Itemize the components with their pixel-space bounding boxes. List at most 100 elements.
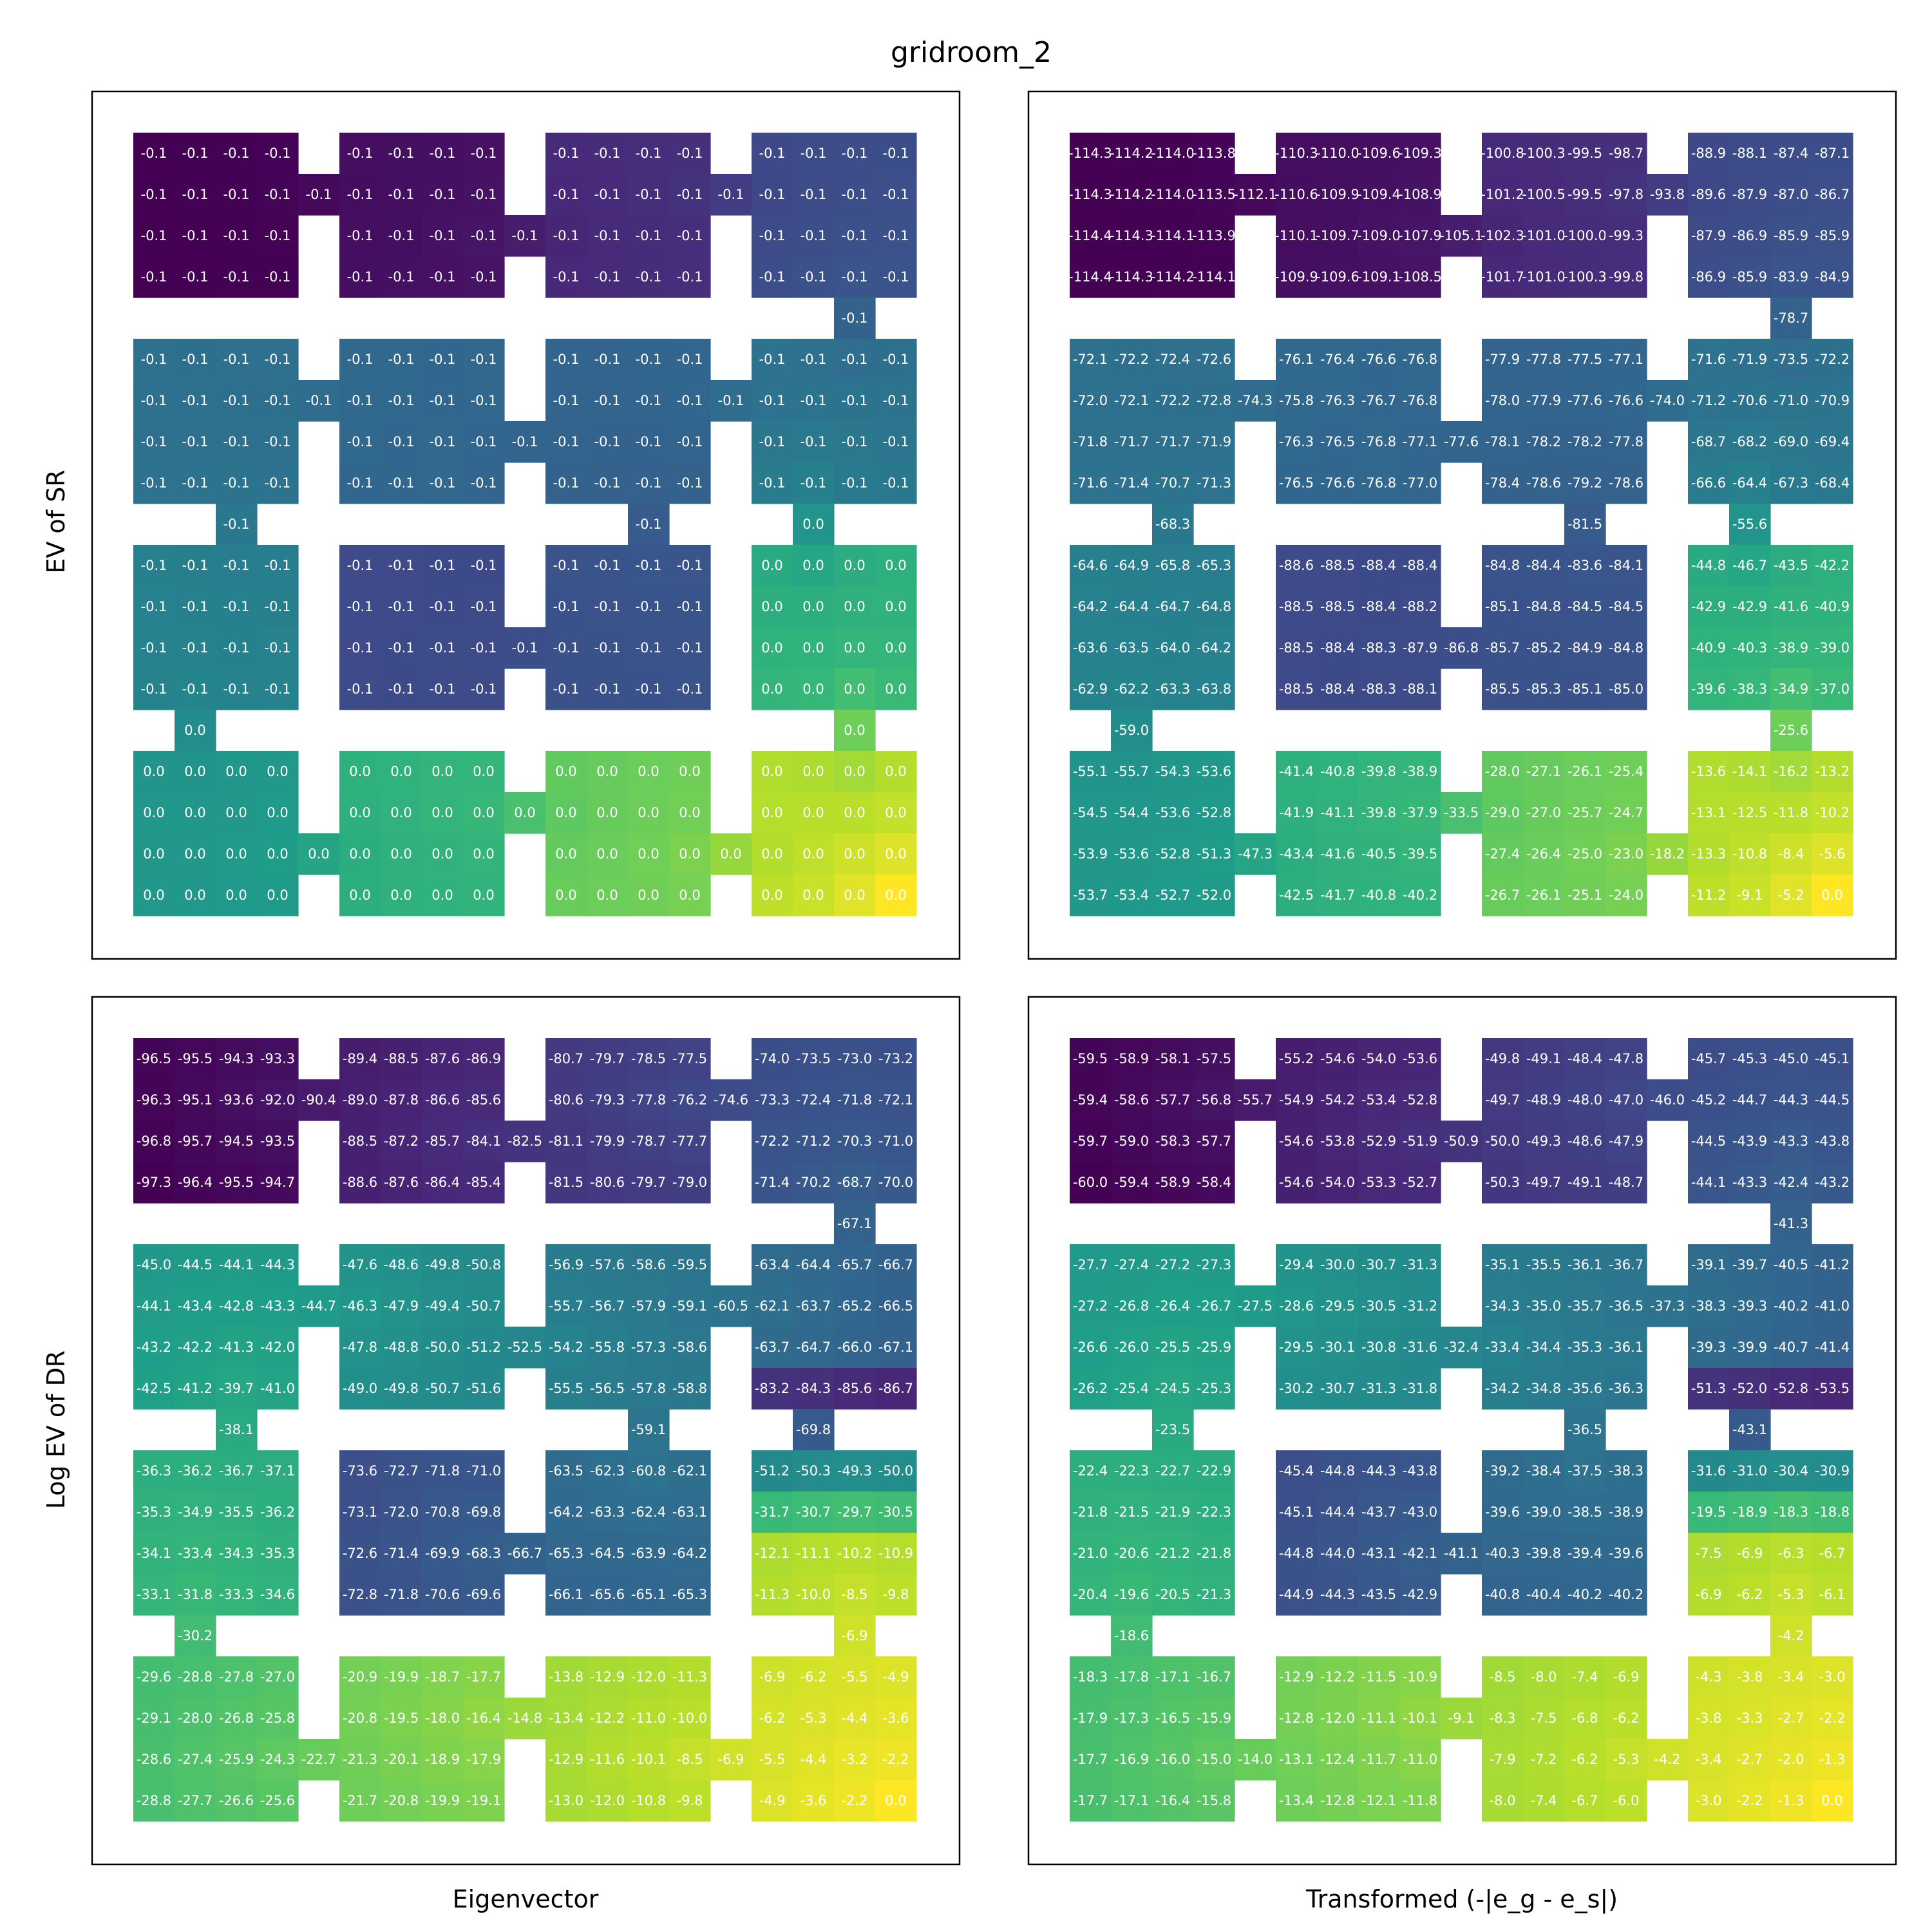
cell-value-label: -15.9	[1197, 1710, 1231, 1726]
heatmap-cell	[669, 1121, 711, 1162]
heatmap-cell	[175, 627, 216, 669]
cell-value-label: -0.1	[594, 393, 621, 408]
cell-value-label: -16.4	[466, 1710, 501, 1726]
heatmap-cell	[1152, 174, 1194, 216]
cell-value-label: 0.0	[761, 887, 782, 903]
cell-value-label: -100.3	[1563, 269, 1607, 285]
cell-value-label: -40.8	[1320, 764, 1355, 779]
heatmap-cell	[1770, 1656, 1812, 1698]
cell-value-label: -17.9	[1073, 1710, 1108, 1726]
heatmap-cell	[1111, 792, 1153, 834]
cell-value-label: -55.1	[1073, 764, 1108, 779]
heatmap-cell	[1688, 1079, 1730, 1121]
heatmap-cell	[1399, 1368, 1441, 1410]
cell-value-label: -37.3	[1650, 1298, 1685, 1314]
cell-value-label: 0.0	[431, 805, 453, 820]
cell-value-label: -114.3	[1068, 146, 1112, 161]
cell-value-label: -54.2	[1320, 1092, 1355, 1108]
cell-value-label: -55.2	[1279, 1051, 1314, 1066]
heatmap-cell	[339, 256, 381, 298]
heatmap-cell	[875, 1698, 917, 1739]
cell-value-label: 0.0	[143, 805, 164, 820]
heatmap-cell	[1523, 627, 1565, 669]
heatmap-cell	[752, 1079, 793, 1121]
heatmap-cell	[1688, 751, 1730, 793]
heatmap-cell	[1564, 586, 1606, 628]
cell-value-label: -19.5	[384, 1710, 419, 1726]
cell-value-label: -84.8	[1485, 558, 1520, 573]
cell-value-label: -4.2	[1654, 1752, 1681, 1767]
cell-value-label: -65.2	[837, 1298, 872, 1314]
cell-value-label: -0.1	[141, 393, 167, 408]
heatmap-cell	[1441, 215, 1482, 257]
heatmap-cell	[1399, 1698, 1441, 1739]
heatmap-cell	[1193, 174, 1235, 216]
heatmap-cell	[1482, 1698, 1524, 1739]
cell-value-label: -5.2	[1778, 887, 1804, 903]
cell-value-label: -0.1	[677, 681, 703, 697]
cell-value-label: -64.0	[1155, 640, 1190, 656]
heatmap-cell	[1523, 174, 1565, 216]
panel-frame	[91, 996, 961, 1866]
cell-value-label: -0.1	[265, 352, 291, 367]
heatmap-cell	[1770, 1162, 1812, 1204]
heatmap-cell	[628, 421, 670, 463]
cell-value-label: -85.6	[466, 1092, 501, 1108]
heatmap-cell	[1111, 1492, 1153, 1533]
cell-value-label: -43.1	[1732, 1422, 1767, 1437]
heatmap-cell	[216, 339, 258, 381]
cell-value-label: 0.0	[885, 558, 906, 573]
heatmap-cell	[1276, 462, 1318, 504]
cell-value-label: -31.2	[1403, 1298, 1437, 1314]
heatmap-cell	[1729, 339, 1771, 381]
heatmap-cell	[1441, 627, 1482, 669]
cell-value-label: 0.0	[390, 805, 412, 820]
heatmap-cell	[1111, 1285, 1153, 1327]
cell-value-label: 0.0	[473, 887, 494, 903]
heatmap-cell	[628, 1409, 670, 1451]
heatmap-cell	[1688, 833, 1730, 875]
cell-value-label: -73.6	[343, 1463, 377, 1479]
cell-value-label: -87.9	[1732, 187, 1767, 202]
heatmap-cell	[257, 792, 299, 834]
heatmap-cell	[1276, 1079, 1318, 1121]
heatmap-cell	[545, 256, 587, 298]
cell-value-label: -8.5	[842, 1587, 868, 1602]
cell-value-label: -101.0	[1522, 228, 1566, 243]
heatmap-cell	[339, 833, 381, 875]
heatmap-cell	[1193, 1327, 1235, 1368]
heatmap-cell	[628, 1574, 670, 1616]
heatmap-cell	[1152, 1574, 1194, 1616]
cell-value-label: 0.0	[143, 846, 164, 862]
cell-value-label: -34.3	[219, 1546, 254, 1561]
cell-value-label: -3.2	[842, 1752, 868, 1767]
cell-value-label: -67.3	[1774, 475, 1808, 491]
heatmap-cell	[339, 1698, 381, 1739]
heatmap-cell	[381, 421, 422, 463]
cell-value-label: 0.0	[720, 846, 741, 862]
cell-value-label: -58.6	[672, 1340, 707, 1355]
heatmap-cell	[1070, 1368, 1112, 1410]
heatmap-cell	[216, 380, 258, 422]
cell-value-label: -0.1	[430, 434, 456, 450]
heatmap-cell	[669, 1244, 711, 1286]
heatmap-cell	[834, 421, 876, 463]
heatmap-cell	[1482, 133, 1524, 175]
heatmap-cell	[1812, 1121, 1853, 1162]
heatmap-cell	[1399, 1574, 1441, 1616]
heatmap-cell	[175, 833, 216, 875]
heatmap-cell	[1523, 380, 1565, 422]
heatmap-cell	[1399, 1079, 1441, 1121]
heatmap-cell	[628, 504, 670, 545]
cell-value-label: 0.0	[679, 805, 700, 820]
cell-value-label: -100.8	[1481, 146, 1524, 161]
cell-value-label: -85.7	[425, 1133, 460, 1149]
heatmap-cell	[463, 1780, 505, 1822]
cell-value-label: 0.0	[390, 764, 412, 779]
heatmap-cell	[1523, 1739, 1565, 1781]
cell-value-label: -47.8	[343, 1340, 377, 1355]
heatmap-cell	[587, 380, 629, 422]
cell-value-label: -84.5	[1567, 599, 1602, 614]
cell-value-label: -48.0	[1567, 1092, 1602, 1108]
heatmap-cell	[1152, 586, 1194, 628]
